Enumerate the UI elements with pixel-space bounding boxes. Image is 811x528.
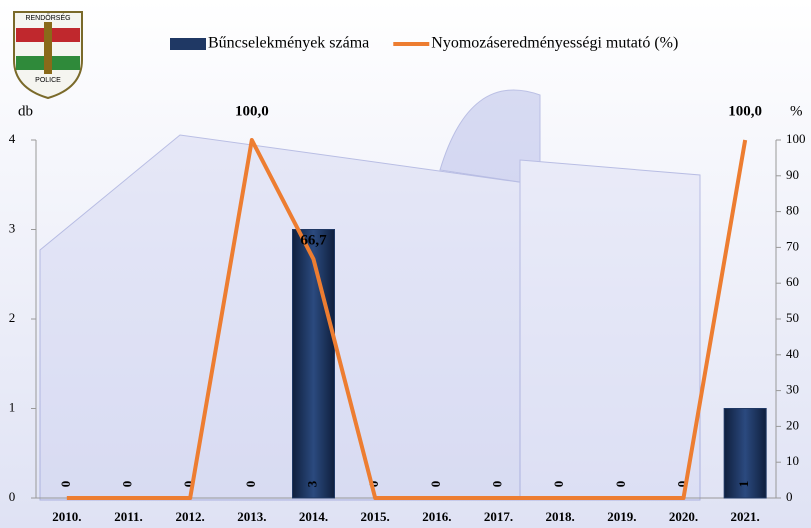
- logo: RENDŐRSÉG POLICE: [13, 11, 83, 100]
- legend-label: Bűncselekmények száma: [208, 35, 369, 52]
- bar-value-label: 0: [428, 481, 443, 488]
- y2-tick-label: 10: [786, 453, 799, 468]
- x-tick-label: 2021.: [731, 509, 760, 524]
- y-tick-label: 2: [9, 310, 16, 325]
- y2-tick-label: 60: [786, 274, 799, 289]
- legend-swatch: [170, 38, 206, 50]
- x-tick-label: 2011.: [114, 509, 143, 524]
- bar-value-label: 1: [736, 481, 751, 488]
- line: [66, 138, 748, 500]
- y2-tick-label: 90: [786, 167, 799, 182]
- x-tick-label: 2017.: [484, 509, 513, 524]
- x-tick-label: 2010.: [52, 509, 81, 524]
- line-value-label: 100,0: [235, 103, 269, 119]
- y-tick-label: 0: [9, 489, 16, 504]
- bar: [723, 408, 767, 499]
- y-axis-label: db: [18, 103, 33, 119]
- x-tick-label: 2020.: [669, 509, 698, 524]
- bar-value-label: 0: [181, 481, 196, 488]
- bar-value-label: 0: [243, 481, 258, 488]
- y2-tick-label: 40: [786, 346, 799, 361]
- y-tick-label: 4: [9, 131, 16, 146]
- line-value-label: 66,7: [300, 233, 327, 249]
- y2-tick-label: 20: [786, 417, 799, 432]
- logo-text: POLICE: [35, 77, 61, 84]
- y2-tick-label: 30: [786, 382, 799, 397]
- y-tick-label: 1: [9, 399, 16, 414]
- bar-value-label: 0: [119, 481, 134, 488]
- legend-label: Nyomozáseredményességi mutató (%): [431, 35, 678, 52]
- bar-value-label: 0: [551, 481, 566, 488]
- x-tick-label: 2018.: [546, 509, 575, 524]
- x-tick-label: 2016.: [422, 509, 451, 524]
- x-tick-label: 2012.: [176, 509, 205, 524]
- bar-value-label: 0: [58, 481, 73, 488]
- x-tick-label: 2019.: [607, 509, 636, 524]
- y2-tick-label: 100: [786, 131, 806, 146]
- bar-value-label: 0: [489, 481, 504, 488]
- bar-value-label: 3: [304, 480, 319, 487]
- y2-tick-label: 50: [786, 310, 799, 325]
- y2-tick-label: 80: [786, 203, 799, 218]
- y2-tick-label: 70: [786, 238, 799, 253]
- bar: [292, 229, 335, 499]
- background-building: [39, 89, 701, 501]
- bar-value-label: 0: [674, 481, 689, 488]
- line-value-label: 100,0: [728, 103, 762, 119]
- y2-tick-label: 0: [786, 489, 793, 504]
- y2-axis-label: %: [790, 103, 803, 119]
- y-tick-label: 3: [9, 220, 16, 235]
- x-tick-label: 2015.: [361, 509, 390, 524]
- bar-value-label: 0: [613, 481, 628, 488]
- logo-text: RENDŐRSÉG: [25, 13, 70, 22]
- x-tick-label: 2014.: [299, 509, 328, 524]
- bar-value-label: 0: [366, 481, 381, 488]
- x-tick-label: 2013.: [237, 509, 266, 524]
